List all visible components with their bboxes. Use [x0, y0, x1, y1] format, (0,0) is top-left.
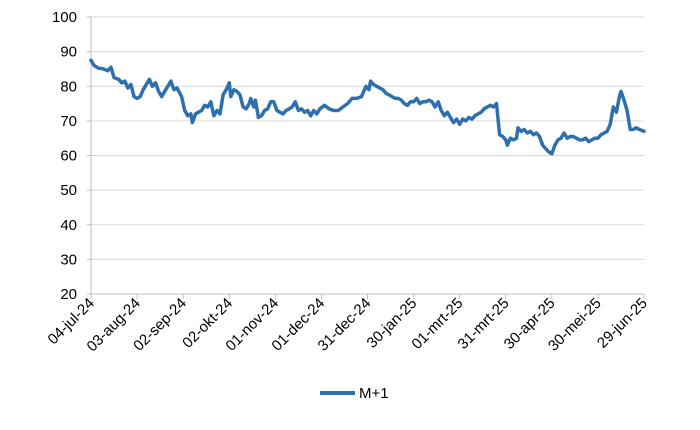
- series-line-0: [89, 58, 646, 156]
- y-tick-label: 70: [60, 113, 77, 130]
- x-tick-labels: 04-jul-2403-aug-2402-sep-2402-okt-2401-n…: [45, 295, 651, 355]
- legend-label: M+1: [359, 385, 389, 402]
- x-tick-label: 29-jun-25: [594, 295, 651, 352]
- axes: [87, 16, 645, 299]
- y-tick-label: 30: [60, 251, 77, 268]
- y-tick-label: 40: [60, 217, 77, 234]
- y-tick-label: 80: [60, 78, 77, 95]
- y-tick-label: 60: [60, 148, 77, 165]
- y-tick-label: 100: [52, 9, 77, 26]
- legend: M+1: [320, 385, 389, 402]
- y-tick-labels: 20 30 40 50 60 70 80 90 100: [52, 9, 77, 303]
- y-tick-label: 20: [60, 286, 77, 303]
- series-lines: [89, 58, 646, 156]
- y-tick-label: 50: [60, 182, 77, 199]
- y-tick-label: 90: [60, 44, 77, 61]
